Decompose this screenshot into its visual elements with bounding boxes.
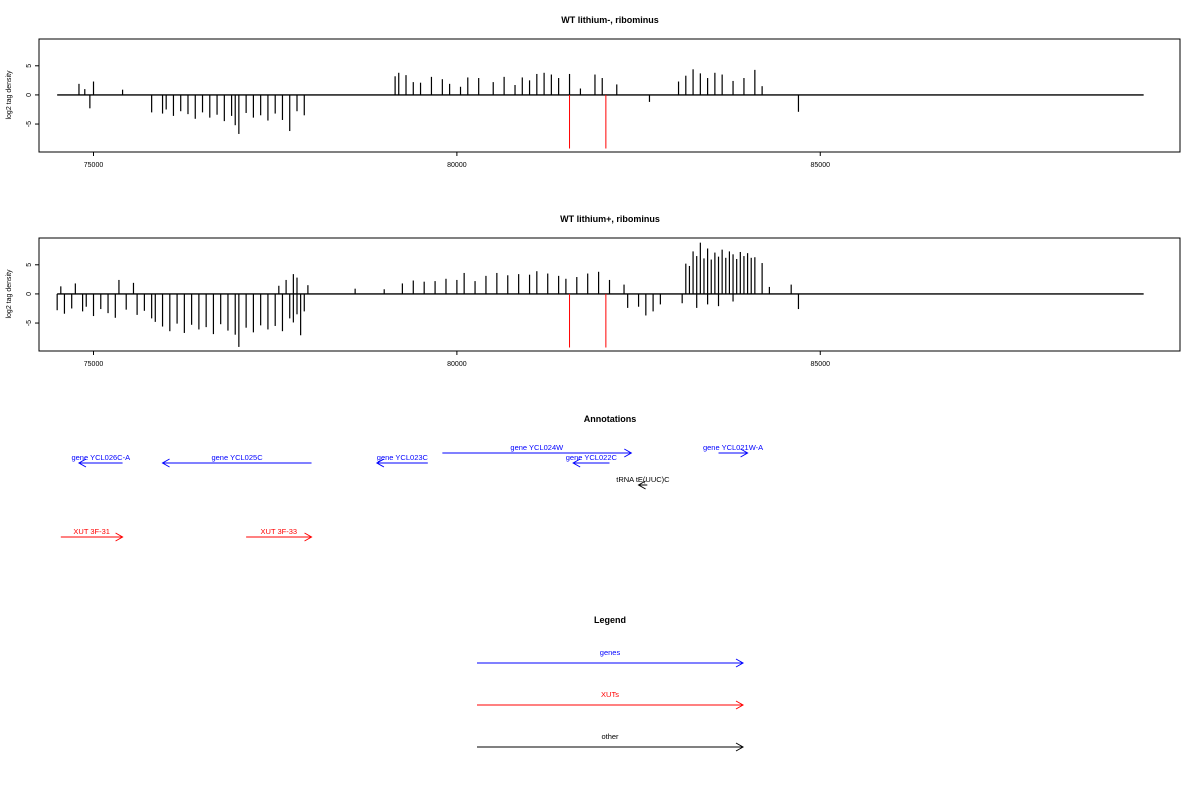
x-tick-label: 75000 — [84, 162, 104, 169]
panel-2-y-axis: -5 0 5 — [26, 263, 40, 326]
feature-label: gene YCL023C — [377, 453, 429, 462]
feature-arrow-head — [161, 458, 170, 468]
annotation-feature: gene YCL026C-A — [71, 453, 130, 468]
panel-1-highlight-lines — [569, 94, 607, 149]
feature-label: gene YCL022C — [566, 453, 618, 462]
feature-label: gene YCL026C-A — [71, 453, 130, 462]
legend-label: other — [601, 732, 619, 741]
panel-2-x-axis: 75000 80000 85000 — [84, 350, 831, 368]
feature-arrow-head — [375, 458, 385, 468]
panel-1: WT lithium-, ribominus log2 tag density … — [6, 15, 1181, 169]
panel-1-title: WT lithium-, ribominus — [561, 15, 659, 25]
feature-label: gene YCL021W-A — [703, 443, 763, 452]
annotation-feature: gene YCL023C — [375, 453, 429, 468]
y-tick-label: -5 — [26, 121, 33, 127]
y-tick-label: 5 — [26, 263, 33, 267]
y-tick-label: 0 — [26, 292, 33, 296]
panel-2-bars — [56, 242, 800, 347]
legend-arrow-head — [735, 658, 745, 668]
annotation-feature: XUT 3F-31 — [60, 527, 124, 542]
panel-2: WT lithium+, ribominus log2 tag density … — [6, 214, 1181, 368]
panel-2-ylabel: log2 tag density — [6, 269, 13, 319]
feature-arrow-head — [115, 532, 124, 542]
x-tick-label: 75000 — [84, 361, 104, 368]
panel-2-title: WT lithium+, ribominus — [560, 214, 660, 224]
y-tick-label: -5 — [26, 320, 33, 326]
legend-label: XUTs — [601, 690, 619, 699]
legend-entry: other — [477, 732, 745, 752]
legend-entries: genes XUTs other — [477, 648, 745, 752]
legend-arrow-head — [735, 700, 745, 710]
feature-label: tRNA tE(UUC)C — [616, 475, 670, 484]
annotation-feature: gene YCL025C — [161, 453, 312, 468]
panel-1-y-axis: -5 0 5 — [26, 64, 40, 127]
feature-arrow-head — [77, 458, 87, 468]
annotation-feature: XUT 3F-33 — [246, 527, 313, 542]
feature-arrow-head — [572, 458, 581, 468]
feature-label: XUT 3F-31 — [73, 527, 110, 536]
legend-panel: Legend genes XUTs other — [477, 615, 745, 752]
panel-1-x-axis: 75000 80000 85000 — [84, 151, 831, 169]
feature-arrow-head — [637, 480, 646, 490]
legend-title: Legend — [594, 615, 626, 625]
legend-label: genes — [600, 648, 621, 657]
y-tick-label: 0 — [26, 93, 33, 97]
legend-entry: XUTs — [477, 690, 745, 710]
annotation-feature: gene YCL024W — [442, 443, 633, 458]
legend-entry: genes — [477, 648, 745, 668]
legend-arrow-head — [735, 742, 745, 752]
x-tick-label: 80000 — [447, 162, 467, 169]
x-tick-label: 85000 — [811, 162, 831, 169]
x-tick-label: 85000 — [811, 361, 831, 368]
feature-arrow-head — [624, 448, 633, 458]
y-tick-label: 5 — [26, 64, 33, 68]
feature-label: XUT 3F-33 — [261, 527, 298, 536]
panel-1-ylabel: log2 tag density — [6, 70, 13, 120]
annotation-feature: gene YCL021W-A — [703, 443, 763, 458]
feature-label: gene YCL025C — [211, 453, 263, 462]
annotation-feature: tRNA tE(UUC)C — [616, 475, 670, 490]
annotation-feature: gene YCL022C — [566, 453, 618, 468]
annotations-panel: Annotations gene YCL026C-A gene YCL025C ge… — [60, 414, 763, 542]
feature-label: gene YCL024W — [510, 443, 564, 452]
annotations-title: Annotations — [584, 414, 637, 424]
x-tick-label: 80000 — [447, 361, 467, 368]
feature-arrow-head — [740, 448, 749, 458]
panel-1-bars — [78, 69, 800, 134]
panel-2-highlight-lines — [569, 293, 607, 348]
feature-arrow-head — [304, 532, 313, 542]
